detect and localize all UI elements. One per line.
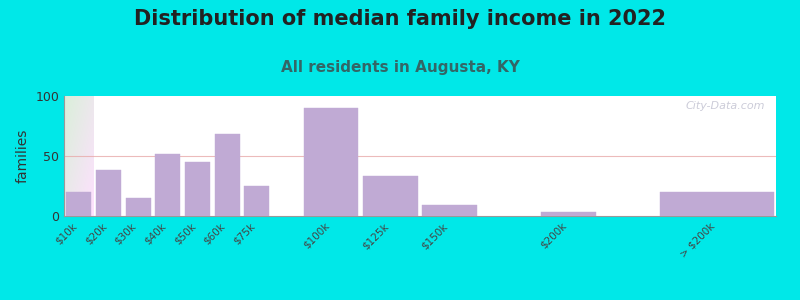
Text: City-Data.com: City-Data.com	[686, 101, 766, 111]
Bar	[541, 212, 596, 216]
Bar	[66, 192, 91, 216]
Text: Distribution of median family income in 2022: Distribution of median family income in …	[134, 9, 666, 29]
Y-axis label: families: families	[16, 129, 30, 183]
Bar	[303, 108, 358, 216]
Text: All residents in Augusta, KY: All residents in Augusta, KY	[281, 60, 519, 75]
Bar	[363, 176, 418, 216]
Bar	[214, 134, 240, 216]
Bar	[422, 205, 477, 216]
Bar	[96, 170, 121, 216]
Bar	[185, 162, 210, 216]
Bar	[155, 154, 181, 216]
Bar	[126, 198, 150, 216]
Bar	[659, 192, 774, 216]
Bar	[244, 186, 270, 216]
